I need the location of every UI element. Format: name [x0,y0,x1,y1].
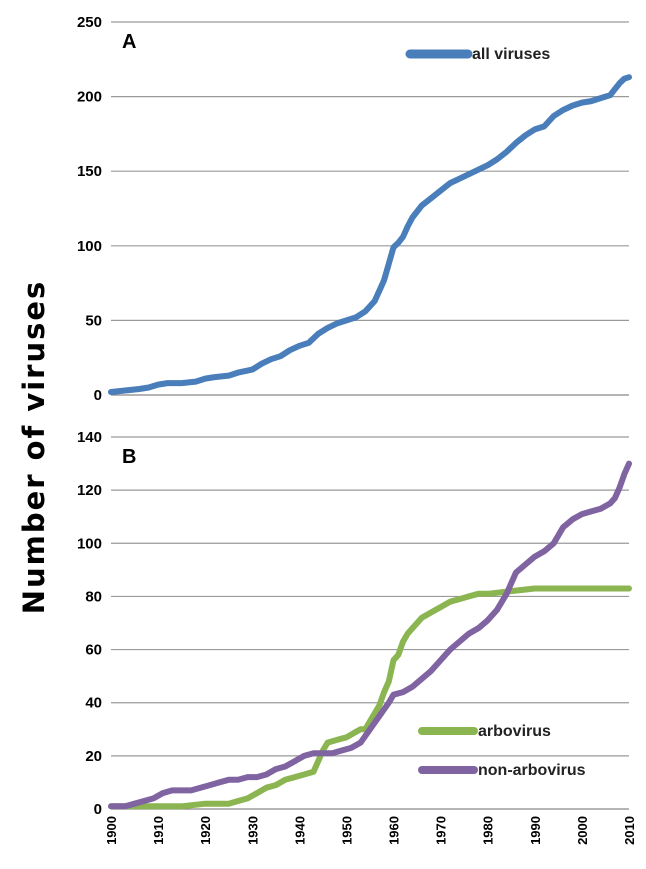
x-tick-label-1960: 1960 [387,816,402,845]
x-tick-label-1930: 1930 [245,816,260,845]
panel-a-lines [108,74,632,395]
y-tick-label-50: 50 [85,312,102,329]
panel-b-y-ticks: 0 20 40 60 80 100 120 140 [77,429,102,818]
y-tick-label-20: 20 [85,748,102,765]
legend-label-all-viruses: all viruses [472,46,550,63]
y-tick-label-120: 120 [77,482,102,499]
x-tick-label-2000: 2000 [575,816,590,845]
y-tick-label-40: 40 [85,695,102,712]
y-tick-label-140: 140 [77,429,102,446]
y-tick-label-80: 80 [85,588,102,605]
y-tick-label-60: 60 [85,642,102,659]
panel-a-y-ticks: 0 50 100 150 200 250 [77,14,102,404]
y-tick-label-0: 0 [94,801,102,818]
series-line-non-arbovirus [108,460,632,810]
series-line-all-viruses [108,74,632,395]
y-tick-label-250: 250 [77,14,102,31]
x-tick-label-1920: 1920 [198,816,213,845]
panel-b-legend: arbovirus non-arbovirus [418,723,586,779]
y-axis-label: Number of viruses [17,280,51,615]
x-tick-label-1990: 1990 [528,816,543,845]
x-axis-tick-labels: 1900 1910 1920 1930 1940 1950 1960 1970 1980 1990… [104,816,637,845]
panel-b-label: B [122,446,136,468]
y-tick-label-150: 150 [77,163,102,180]
y-tick-label-100: 100 [77,238,102,255]
panel-b-grid [111,436,629,810]
panel-a-label: A [122,31,136,53]
x-tick-label-1900: 1900 [104,816,119,845]
x-tick-label-1980: 1980 [481,816,496,845]
legend-label-non-arbovirus: non-arbovirus [478,762,586,779]
x-tick-label-1940: 1940 [292,816,307,845]
panel-a-legend: all viruses [405,46,550,63]
y-tick-label-100: 100 [77,535,102,552]
panel-a-chart: 0 50 100 150 200 250 A all viruses [77,14,632,404]
y-tick-label-0: 0 [94,387,102,404]
x-tick-label-1950: 1950 [339,816,354,845]
x-tick-label-1970: 1970 [434,816,449,845]
y-tick-label-200: 200 [77,89,102,106]
x-tick-label-1910: 1910 [151,816,166,845]
panel-b-lines [108,460,632,810]
panel-a-grid [111,21,629,396]
legend-label-arbovirus: arbovirus [478,723,551,740]
series-line-arbovirus [108,585,632,810]
x-tick-label-2010: 2010 [622,816,637,845]
